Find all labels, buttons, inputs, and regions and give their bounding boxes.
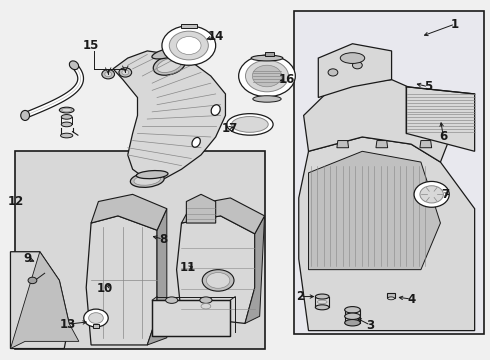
Bar: [152, 300, 230, 336]
Text: 1: 1: [451, 18, 459, 31]
Polygon shape: [113, 51, 225, 180]
Ellipse shape: [232, 117, 268, 132]
Circle shape: [89, 313, 103, 323]
Ellipse shape: [206, 273, 230, 288]
Circle shape: [352, 62, 362, 69]
Text: 11: 11: [180, 261, 196, 274]
Circle shape: [119, 68, 132, 77]
Ellipse shape: [316, 305, 329, 310]
Ellipse shape: [251, 55, 283, 61]
Text: 14: 14: [207, 30, 224, 43]
Polygon shape: [86, 216, 157, 345]
Polygon shape: [420, 140, 432, 148]
Circle shape: [102, 69, 115, 79]
Ellipse shape: [388, 297, 394, 300]
Polygon shape: [10, 252, 79, 348]
Circle shape: [122, 70, 129, 75]
Ellipse shape: [201, 303, 211, 309]
Ellipse shape: [316, 294, 329, 299]
Polygon shape: [376, 140, 388, 148]
Circle shape: [414, 181, 449, 207]
Text: 2: 2: [296, 290, 304, 303]
Ellipse shape: [61, 114, 72, 119]
Polygon shape: [406, 87, 475, 151]
Bar: [15, 151, 265, 348]
Ellipse shape: [318, 300, 327, 304]
Polygon shape: [181, 198, 265, 234]
Ellipse shape: [61, 122, 72, 127]
Circle shape: [328, 69, 338, 76]
Text: 12: 12: [7, 195, 24, 208]
Text: 6: 6: [439, 130, 447, 144]
Bar: [180, 24, 197, 28]
Circle shape: [176, 37, 201, 54]
Circle shape: [420, 186, 443, 203]
Polygon shape: [337, 140, 348, 148]
Text: 9: 9: [24, 252, 32, 265]
Ellipse shape: [344, 313, 360, 319]
Text: 8: 8: [159, 233, 167, 246]
Bar: [265, 52, 274, 56]
Ellipse shape: [200, 297, 212, 303]
Circle shape: [162, 26, 216, 65]
Ellipse shape: [202, 270, 234, 291]
Bar: [152, 300, 230, 336]
Text: 7: 7: [441, 188, 449, 201]
Circle shape: [252, 65, 282, 87]
Bar: [387, 293, 395, 298]
Circle shape: [84, 309, 108, 327]
Polygon shape: [147, 209, 167, 345]
Ellipse shape: [21, 111, 29, 121]
Polygon shape: [299, 137, 475, 330]
Polygon shape: [10, 252, 69, 348]
Text: 10: 10: [97, 282, 113, 295]
Polygon shape: [245, 216, 265, 323]
Ellipse shape: [62, 108, 72, 112]
Polygon shape: [318, 44, 392, 98]
Circle shape: [169, 31, 208, 60]
Text: 17: 17: [221, 122, 238, 135]
Bar: [93, 324, 99, 328]
Text: 3: 3: [367, 319, 375, 332]
Polygon shape: [91, 194, 167, 230]
Circle shape: [239, 55, 295, 97]
Ellipse shape: [136, 171, 168, 179]
Ellipse shape: [59, 107, 74, 113]
Ellipse shape: [211, 105, 220, 116]
Ellipse shape: [70, 61, 78, 69]
Ellipse shape: [130, 172, 164, 188]
Text: 16: 16: [278, 73, 294, 86]
Ellipse shape: [227, 114, 273, 135]
Text: 4: 4: [407, 293, 415, 306]
Circle shape: [105, 72, 112, 77]
Ellipse shape: [157, 58, 182, 73]
Ellipse shape: [192, 138, 200, 147]
Text: 15: 15: [83, 39, 99, 52]
Bar: [294, 12, 485, 334]
Ellipse shape: [153, 55, 185, 75]
Polygon shape: [186, 194, 216, 223]
Circle shape: [28, 277, 37, 284]
Ellipse shape: [166, 297, 178, 303]
Ellipse shape: [344, 307, 360, 313]
Polygon shape: [304, 80, 450, 162]
Polygon shape: [309, 151, 441, 270]
Ellipse shape: [344, 319, 360, 326]
Ellipse shape: [253, 96, 281, 102]
Polygon shape: [176, 216, 255, 323]
Text: 13: 13: [60, 318, 76, 331]
Ellipse shape: [340, 53, 365, 63]
Text: 5: 5: [424, 80, 432, 93]
Ellipse shape: [152, 46, 187, 59]
Ellipse shape: [61, 133, 73, 138]
Ellipse shape: [134, 175, 161, 185]
Circle shape: [245, 60, 289, 92]
